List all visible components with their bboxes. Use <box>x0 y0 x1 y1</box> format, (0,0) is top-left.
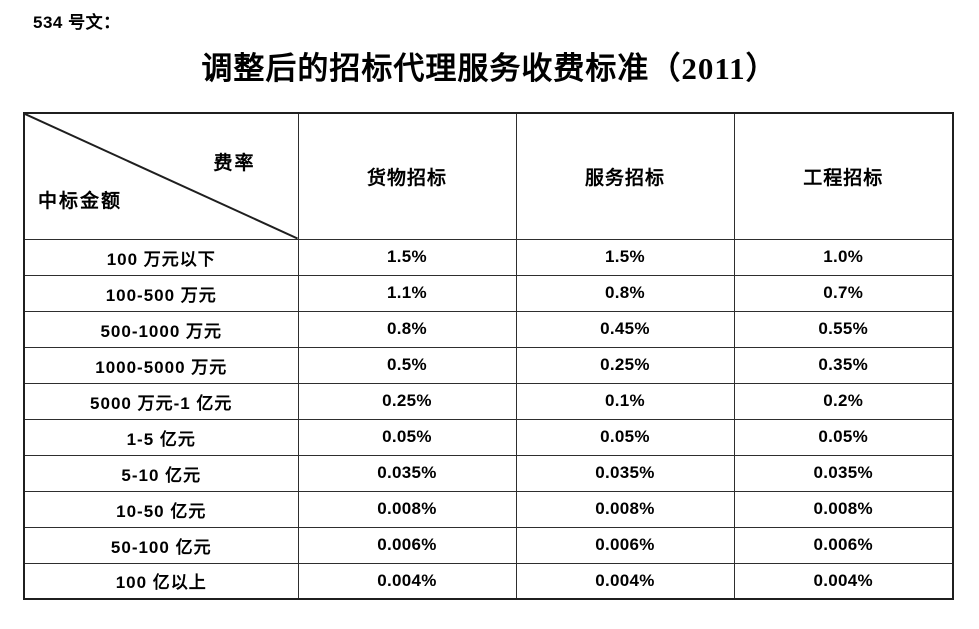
rate-cell: 0.035% <box>297 454 517 492</box>
row-label-cell: 5-10 亿元 <box>23 454 299 492</box>
rate-cell: 1.5% <box>297 238 517 276</box>
rate-cell: 0.05% <box>297 418 517 456</box>
table-row: 100 万元以下 1.5% 1.5% 1.0% <box>23 238 954 276</box>
corner-label-amount: 中标金额 <box>38 190 123 212</box>
fee-table: 费率 中标金额 货物招标 服务招标 工程招标 100 万元以下 1.5% 1.5… <box>23 112 954 600</box>
table-row: 100 亿以上 0.004% 0.004% 0.004% <box>23 562 954 600</box>
rate-cell: 0.5% <box>297 346 517 384</box>
fee-table-body: 100 万元以下 1.5% 1.5% 1.0% 100-500 万元 1.1% … <box>23 238 954 600</box>
table-row: 100-500 万元 1.1% 0.8% 0.7% <box>23 274 954 312</box>
rate-cell: 0.35% <box>733 346 954 384</box>
row-label-cell: 100 万元以下 <box>23 238 299 276</box>
rate-cell: 0.006% <box>515 526 735 564</box>
rate-cell: 1.0% <box>733 238 954 276</box>
rate-cell: 0.05% <box>733 418 954 456</box>
row-label-cell: 10-50 亿元 <box>23 490 299 528</box>
rate-cell: 0.8% <box>297 310 517 348</box>
table-row: 5-10 亿元 0.035% 0.035% 0.035% <box>23 454 954 492</box>
column-header-goods: 货物招标 <box>297 112 517 240</box>
rate-cell: 0.55% <box>733 310 954 348</box>
row-label-cell: 50-100 亿元 <box>23 526 299 564</box>
rate-cell: 0.8% <box>515 274 735 312</box>
doc-number-label: 534 号文： <box>33 13 121 32</box>
rate-cell: 0.004% <box>297 562 517 600</box>
rate-cell: 0.05% <box>515 418 735 456</box>
row-label-cell: 1-5 亿元 <box>23 418 299 456</box>
table-row: 500-1000 万元 0.8% 0.45% 0.55% <box>23 310 954 348</box>
page-title: 调整后的招标代理服务收费标准（2011） <box>201 51 778 86</box>
table-row: 1000-5000 万元 0.5% 0.25% 0.35% <box>23 346 954 384</box>
corner-label-rate: 费率 <box>213 153 256 174</box>
rate-cell: 0.45% <box>515 310 735 348</box>
row-label-cell: 5000 万元-1 亿元 <box>23 382 299 420</box>
table-row: 5000 万元-1 亿元 0.25% 0.1% 0.2% <box>23 382 954 420</box>
row-label-cell: 100 亿以上 <box>23 562 299 600</box>
column-header-services: 服务招标 <box>515 112 735 240</box>
rate-cell: 0.25% <box>515 346 735 384</box>
rate-cell: 0.25% <box>297 382 517 420</box>
rate-cell: 0.006% <box>733 526 954 564</box>
rate-cell: 0.035% <box>515 454 735 492</box>
rate-cell: 0.004% <box>733 562 954 600</box>
row-label-cell: 100-500 万元 <box>23 274 299 312</box>
rate-cell: 1.1% <box>297 274 517 312</box>
table-corner-cell: 费率 中标金额 <box>23 112 299 240</box>
rate-cell: 1.5% <box>515 238 735 276</box>
table-row: 1-5 亿元 0.05% 0.05% 0.05% <box>23 418 954 456</box>
rate-cell: 0.008% <box>733 490 954 528</box>
row-label-cell: 1000-5000 万元 <box>23 346 299 384</box>
rate-cell: 0.035% <box>733 454 954 492</box>
table-row: 50-100 亿元 0.006% 0.006% 0.006% <box>23 526 954 564</box>
rate-cell: 0.008% <box>297 490 517 528</box>
rate-cell: 0.7% <box>733 274 954 312</box>
rate-cell: 0.006% <box>297 526 517 564</box>
diagonal-line <box>25 114 298 239</box>
rate-cell: 0.1% <box>515 382 735 420</box>
rate-cell: 0.008% <box>515 490 735 528</box>
header-row: 费率 中标金额 货物招标 服务招标 工程招标 <box>23 112 954 240</box>
column-header-engineering: 工程招标 <box>733 112 954 240</box>
table-row: 10-50 亿元 0.008% 0.008% 0.008% <box>23 490 954 528</box>
row-label-cell: 500-1000 万元 <box>23 310 299 348</box>
rate-cell: 0.004% <box>515 562 735 600</box>
rate-cell: 0.2% <box>733 382 954 420</box>
